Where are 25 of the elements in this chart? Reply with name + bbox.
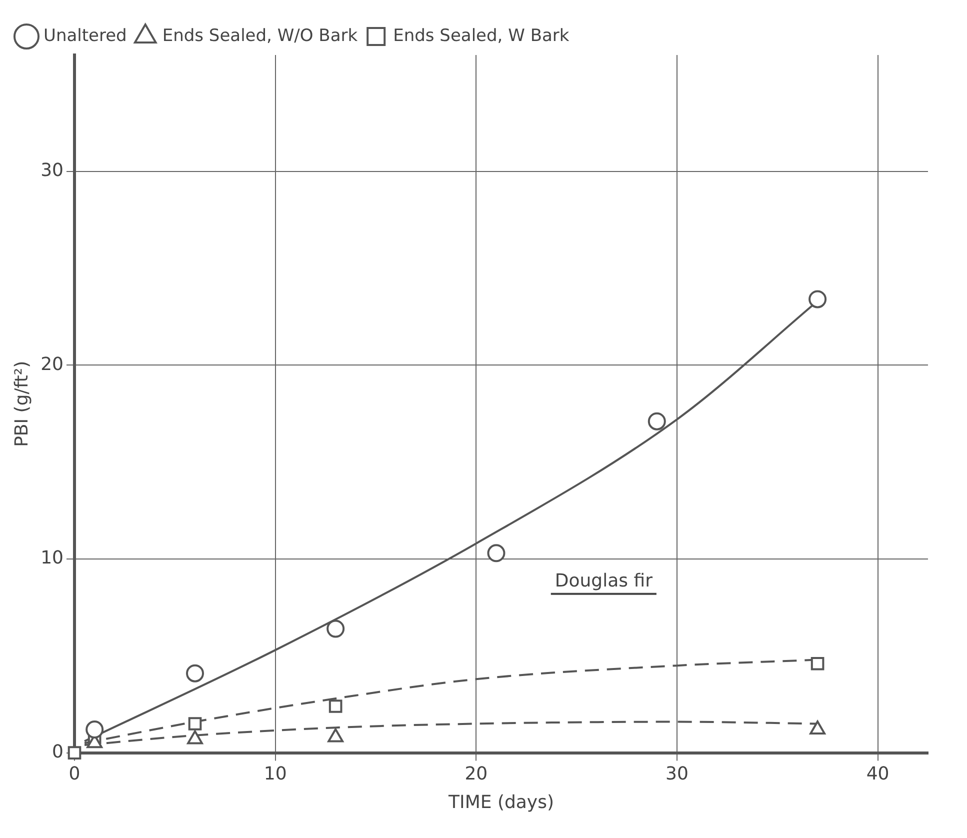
y-tick-label: 10 [40, 548, 64, 569]
point [86, 720, 104, 739]
point [487, 544, 506, 562]
legend-label: Ends Sealed, W Bark [393, 26, 570, 46]
x-tick-label: 30 [666, 763, 688, 784]
y-axis-title: PBI (g/ft²) [11, 360, 32, 447]
point [810, 656, 824, 670]
x-tick-label: 0 [68, 763, 80, 784]
legend-label: Ends Sealed, W/O Bark [162, 26, 358, 46]
x-tick-label: 10 [264, 763, 287, 784]
point [648, 412, 666, 430]
point [328, 700, 342, 713]
y-tick-label: 30 [40, 160, 64, 181]
point [326, 620, 345, 638]
legend-label: Unaltered [44, 26, 127, 46]
point [68, 746, 82, 760]
x-tick-label: 20 [464, 763, 488, 784]
x-axis-title: TIME (days) [448, 792, 554, 813]
point [808, 290, 827, 308]
y-tick-label: 0 [52, 741, 64, 762]
point [188, 717, 202, 730]
point [186, 664, 204, 682]
x-tick-label: 40 [866, 763, 890, 784]
y-tick-label: 20 [40, 354, 64, 375]
annotation: Douglas fir [554, 570, 654, 592]
